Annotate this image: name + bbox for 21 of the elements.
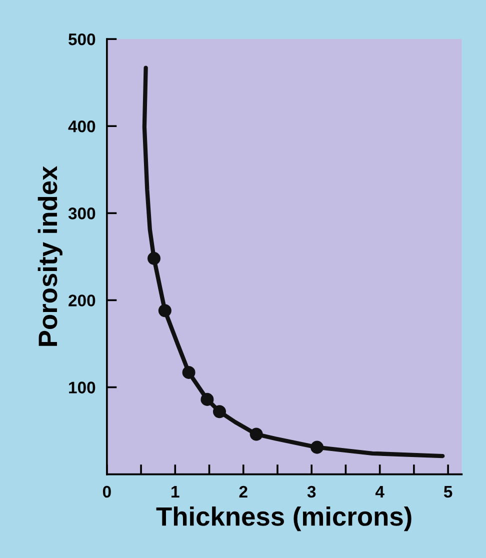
point <box>200 392 214 406</box>
x-tick-label: 5 <box>444 486 452 498</box>
point <box>250 428 263 441</box>
y-tick-label: 400 <box>68 120 96 132</box>
point <box>147 252 160 265</box>
x-tick-label: 3 <box>307 486 316 498</box>
x-tick-label: 2 <box>239 486 248 498</box>
point <box>212 405 226 418</box>
y-tick-label: 100 <box>69 382 96 394</box>
point <box>182 366 196 379</box>
x-axis-title: Thickness (microns) <box>156 506 412 532</box>
y-tick-label: 300 <box>68 208 96 220</box>
x-tick-label: 1 <box>172 486 180 498</box>
y-tick-label: 200 <box>68 294 96 306</box>
line-series <box>142 66 445 458</box>
x-tick-label: 4 <box>375 486 384 498</box>
point <box>158 304 172 318</box>
x-tick-label: 0 <box>102 486 111 498</box>
y-tick-label: 500 <box>68 33 96 46</box>
point <box>310 440 324 454</box>
y-axis-title: Porosity index <box>38 166 62 346</box>
